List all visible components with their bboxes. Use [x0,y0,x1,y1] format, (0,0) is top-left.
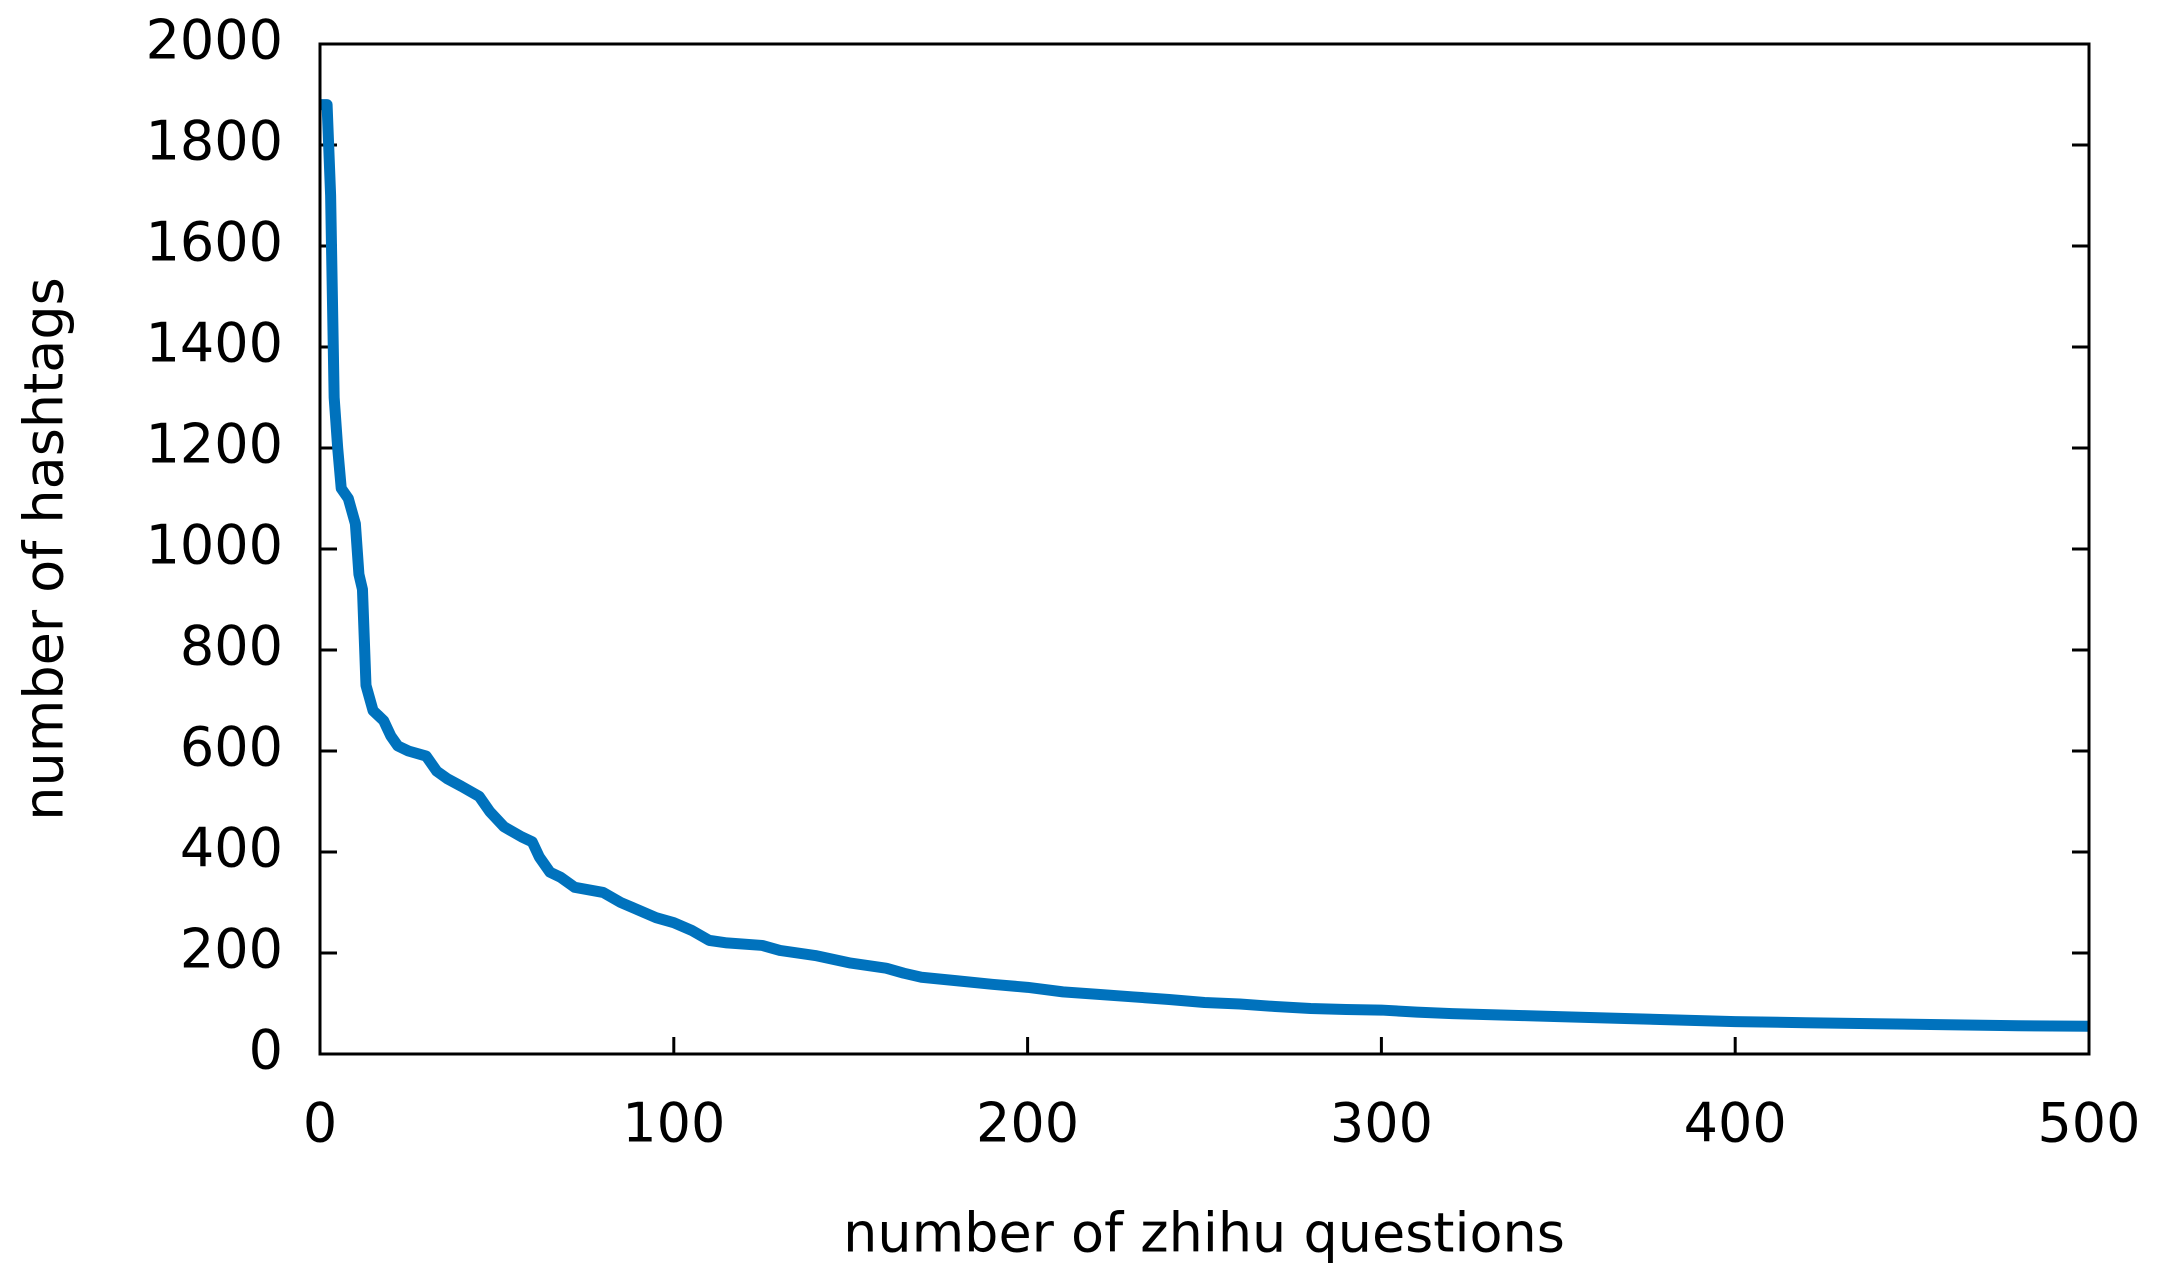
y-tick-label: 2000 [146,9,283,72]
x-tick-label: 500 [2037,1092,2140,1155]
plot-frame [318,42,2091,1056]
y-tick-label: 400 [180,817,283,880]
y-tick-label: 200 [180,918,283,981]
x-tick-label: 300 [1330,1092,1433,1155]
x-axis-label: number of zhihu questions [843,1202,1565,1265]
y-tick-label: 1600 [146,211,283,274]
x-tick-label: 100 [622,1092,725,1155]
y-tick-label: 1000 [146,514,283,577]
y-axis-label: number of hashtags [13,277,76,820]
y-tick-label: 0 [249,1019,283,1082]
x-tick-label: 400 [1684,1092,1787,1155]
x-tick-label: 0 [303,1092,337,1155]
y-tick-label: 1800 [146,110,283,173]
y-tick-label: 1200 [146,413,283,476]
x-tick-label: 200 [976,1092,1079,1155]
data-line [318,99,2090,1032]
y-tick-label: 800 [180,615,283,678]
y-tick-label: 1400 [146,312,283,375]
y-tick-label: 600 [180,716,283,779]
